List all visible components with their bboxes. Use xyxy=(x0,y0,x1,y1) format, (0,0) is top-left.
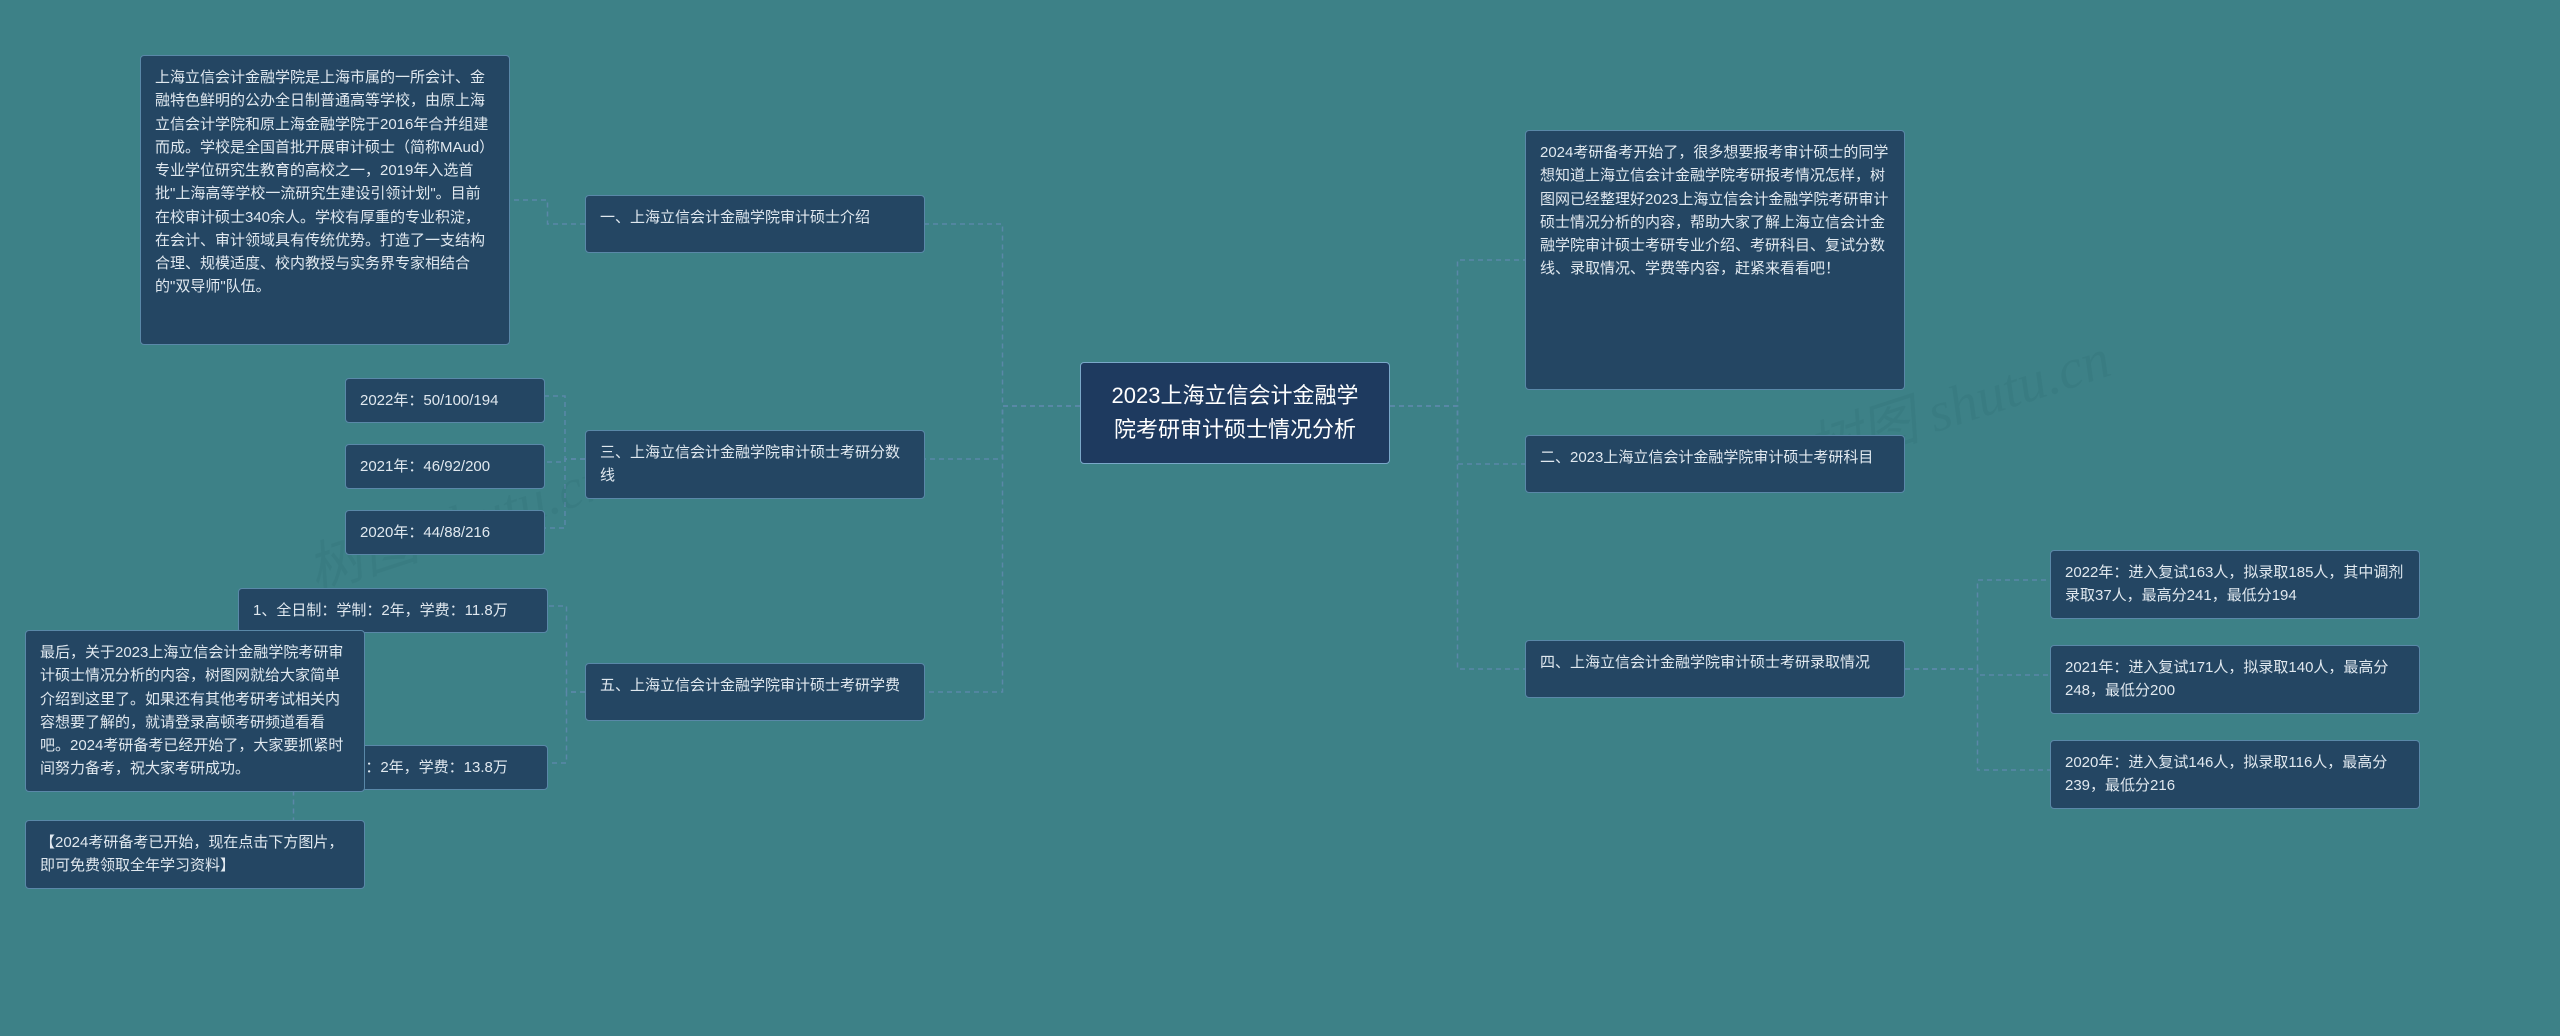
mindmap-node: 上海立信会计金融学院是上海市属的一所会计、金融特色鲜明的公办全日制普通高等学校，… xyxy=(140,55,510,345)
mindmap-node: 三、上海立信会计金融学院审计硕士考研分数线 xyxy=(585,430,925,499)
mindmap-node: 2020年：进入复试146人，拟录取116人，最高分239，最低分216 xyxy=(2050,740,2420,809)
mindmap-node: 2021年：进入复试171人，拟录取140人，最高分248，最低分200 xyxy=(2050,645,2420,714)
mindmap-node: 2021年：46/92/200 xyxy=(345,444,545,489)
mindmap-node: 2022年：50/100/194 xyxy=(345,378,545,423)
mindmap-node: 【2024考研备考已开始，现在点击下方图片，即可免费领取全年学习资料】 xyxy=(25,820,365,889)
mindmap-node: 五、上海立信会计金融学院审计硕士考研学费 xyxy=(585,663,925,721)
mindmap-node: 2020年：44/88/216 xyxy=(345,510,545,555)
mindmap-node: 2024考研备考开始了，很多想要报考审计硕士的同学想知道上海立信会计金融学院考研… xyxy=(1525,130,1905,390)
mindmap-node: 2022年：进入复试163人，拟录取185人，其中调剂录取37人，最高分241，… xyxy=(2050,550,2420,619)
mindmap-node: 二、2023上海立信会计金融学院审计硕士考研科目 xyxy=(1525,435,1905,493)
mindmap-node: 四、上海立信会计金融学院审计硕士考研录取情况 xyxy=(1525,640,1905,698)
root-node: 2023上海立信会计金融学 院考研审计硕士情况分析 xyxy=(1080,362,1390,464)
mindmap-node: 1、全日制：学制：2年，学费：11.8万 xyxy=(238,588,548,633)
mindmap-node: 最后，关于2023上海立信会计金融学院考研审计硕士情况分析的内容，树图网就给大家… xyxy=(25,630,365,792)
mindmap-node: 一、上海立信会计金融学院审计硕士介绍 xyxy=(585,195,925,253)
